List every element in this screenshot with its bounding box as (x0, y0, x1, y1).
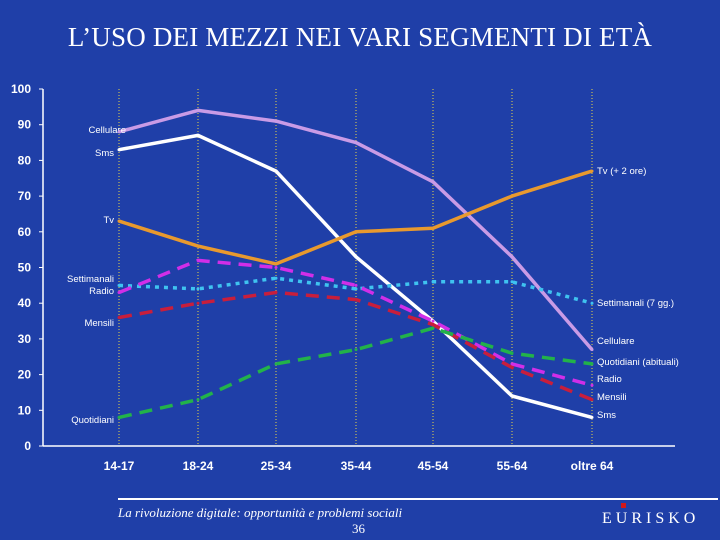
y-tick-label-10: 10 (18, 403, 32, 417)
point-radio-2 (274, 266, 278, 269)
point-cellulare-5 (510, 255, 514, 259)
point-sms-1 (196, 133, 200, 137)
point-sms-6 (590, 415, 594, 419)
point-quotidiani-6 (590, 362, 594, 366)
point-tv-1 (196, 244, 200, 248)
left-label-radio: Radio (89, 286, 114, 297)
point-settimanali-5 (510, 280, 514, 284)
point-quotidiani-1 (196, 398, 200, 402)
left-label-cellulare: Cellulare (89, 125, 127, 136)
right-label-cellulare: Cellulare (597, 336, 635, 347)
y-tick-label-70: 70 (18, 189, 32, 203)
point-radio-0 (117, 291, 121, 294)
x-tick-label-1: 18-24 (183, 459, 214, 473)
footer-caption: La rivoluzione digitale: opportunità e p… (118, 505, 403, 520)
point-settimanali-4 (431, 280, 435, 284)
point-quotidiani-2 (274, 362, 278, 366)
left-label-mensili: Mensili (84, 318, 114, 329)
point-radio-1 (196, 258, 200, 262)
y-tick-label-40: 40 (18, 296, 32, 310)
point-quotidiani-0 (117, 415, 121, 419)
y-tick-label-30: 30 (18, 332, 32, 346)
page-title: L’USO DEI MEZZI NEI VARI SEGMENTI DI ETÀ (67, 22, 653, 52)
point-radio-5 (510, 362, 514, 366)
point-mensili-0 (117, 316, 121, 319)
left-label-sms: Sms (95, 148, 114, 159)
line-chart: 0 10 20 30 40 50 60 70 80 90 100 14-17 18-24 25-34 35-… (11, 82, 679, 473)
point-mensili-4 (431, 323, 435, 327)
y-tick-label-0: 0 (24, 439, 31, 453)
y-tick-label-90: 90 (18, 118, 32, 132)
point-tv-6 (590, 169, 594, 173)
point-radio-3 (354, 283, 358, 287)
point-quotidiani-5 (510, 351, 514, 355)
point-cellulare-4 (431, 180, 435, 184)
plot-area (43, 89, 675, 446)
x-tick-label-3: 35-44 (341, 459, 372, 473)
point-cellulare-0 (117, 130, 121, 134)
point-cellulare-1 (196, 108, 200, 112)
left-label-settimanali: Settimanali (67, 274, 114, 285)
point-cellulare-2 (274, 119, 278, 123)
point-mensili-2 (274, 291, 278, 294)
point-mensili-3 (354, 298, 358, 302)
brand-logo: EURISKO (602, 510, 700, 527)
point-settimanali-1 (196, 287, 200, 291)
point-tv-5 (510, 194, 514, 198)
point-settimanali-0 (117, 283, 121, 287)
point-cellulare-3 (354, 141, 358, 145)
footer-divider (118, 498, 718, 500)
point-settimanali-3 (354, 287, 358, 291)
y-tick-label-60: 60 (18, 225, 32, 239)
point-mensili-6 (590, 398, 594, 402)
point-cellulare-6 (590, 348, 594, 352)
x-tick-label-2: 25-34 (261, 459, 292, 473)
point-sms-2 (274, 169, 278, 173)
point-sms-3 (354, 255, 358, 259)
page-number: 36 (352, 521, 365, 536)
point-settimanali-2 (274, 276, 278, 280)
point-sms-5 (510, 394, 514, 398)
brand-logo-dot (621, 503, 626, 508)
right-label-sms: Sms (597, 410, 616, 421)
right-label-radio: Radio (597, 374, 622, 385)
point-tv-4 (431, 226, 435, 230)
right-label-quotidiani: Quotidiani (abituali) (597, 357, 679, 368)
right-label-settimanali: Settimanali (7 gg.) (597, 298, 674, 309)
x-tick-label-6: oltre 64 (571, 459, 614, 473)
point-sms-0 (117, 148, 121, 152)
point-mensili-5 (510, 366, 514, 369)
point-tv-0 (117, 219, 121, 223)
point-quotidiani-4 (431, 326, 435, 330)
point-radio-4 (431, 319, 435, 323)
y-tick-label-20: 20 (18, 368, 32, 382)
x-tick-label-4: 45-54 (418, 459, 449, 473)
point-mensili-1 (196, 301, 200, 305)
y-tick-label-50: 50 (18, 261, 32, 275)
left-label-quotidiani: Quotidiani (71, 415, 114, 426)
x-tick-label-5: 55-64 (497, 459, 528, 473)
y-tick-label-100: 100 (11, 82, 31, 96)
right-label-mensili: Mensili (597, 392, 627, 403)
point-tv-3 (354, 230, 358, 234)
right-label-tv: Tv (+ 2 ore) (597, 166, 646, 177)
point-radio-6 (590, 383, 594, 387)
y-tick-label-80: 80 (18, 153, 32, 167)
point-quotidiani-3 (354, 348, 358, 352)
point-settimanali-6 (590, 301, 594, 305)
point-tv-2 (274, 262, 278, 266)
x-tick-label-0: 14-17 (104, 459, 135, 473)
left-label-tv: Tv (103, 215, 114, 226)
